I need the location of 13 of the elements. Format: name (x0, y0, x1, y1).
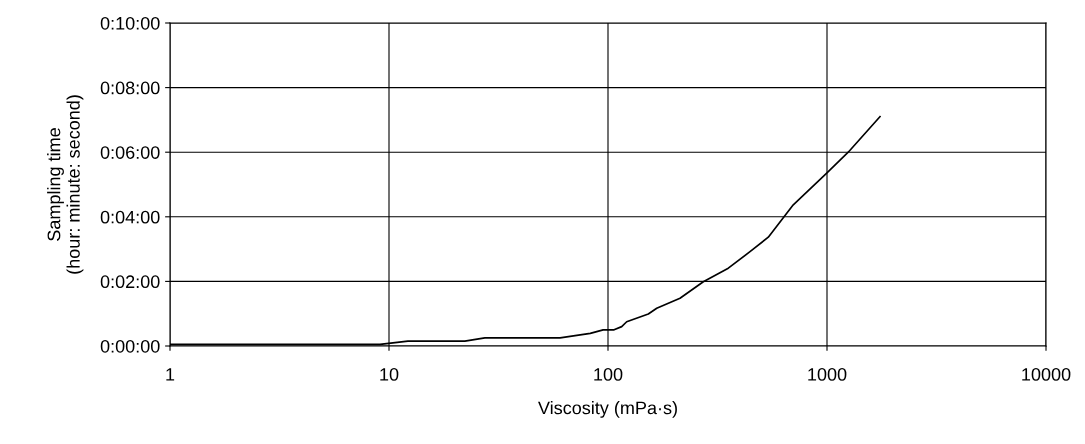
y-axis-title: Sampling time (hour: minute: second) (47, 95, 84, 274)
x-tick-label: 100 (594, 368, 623, 381)
x-axis-title: Viscosity (mPa·s) (538, 401, 677, 418)
y-tick-label: 0:10:00 (100, 16, 160, 30)
x-tick-label: 1 (166, 368, 175, 381)
x-tick-label: 1000 (808, 368, 847, 381)
y-tick-label: 0:08:00 (100, 81, 160, 95)
x-tick-label: 10000 (1022, 368, 1071, 381)
y-tick-label: 0:00:00 (100, 339, 160, 353)
y-tick-label: 0:06:00 (100, 146, 160, 159)
x-tick-label: 10 (380, 368, 399, 381)
y-tick-label: 0:02:00 (100, 275, 160, 289)
y-tick-label: 0:04:00 (100, 210, 160, 224)
